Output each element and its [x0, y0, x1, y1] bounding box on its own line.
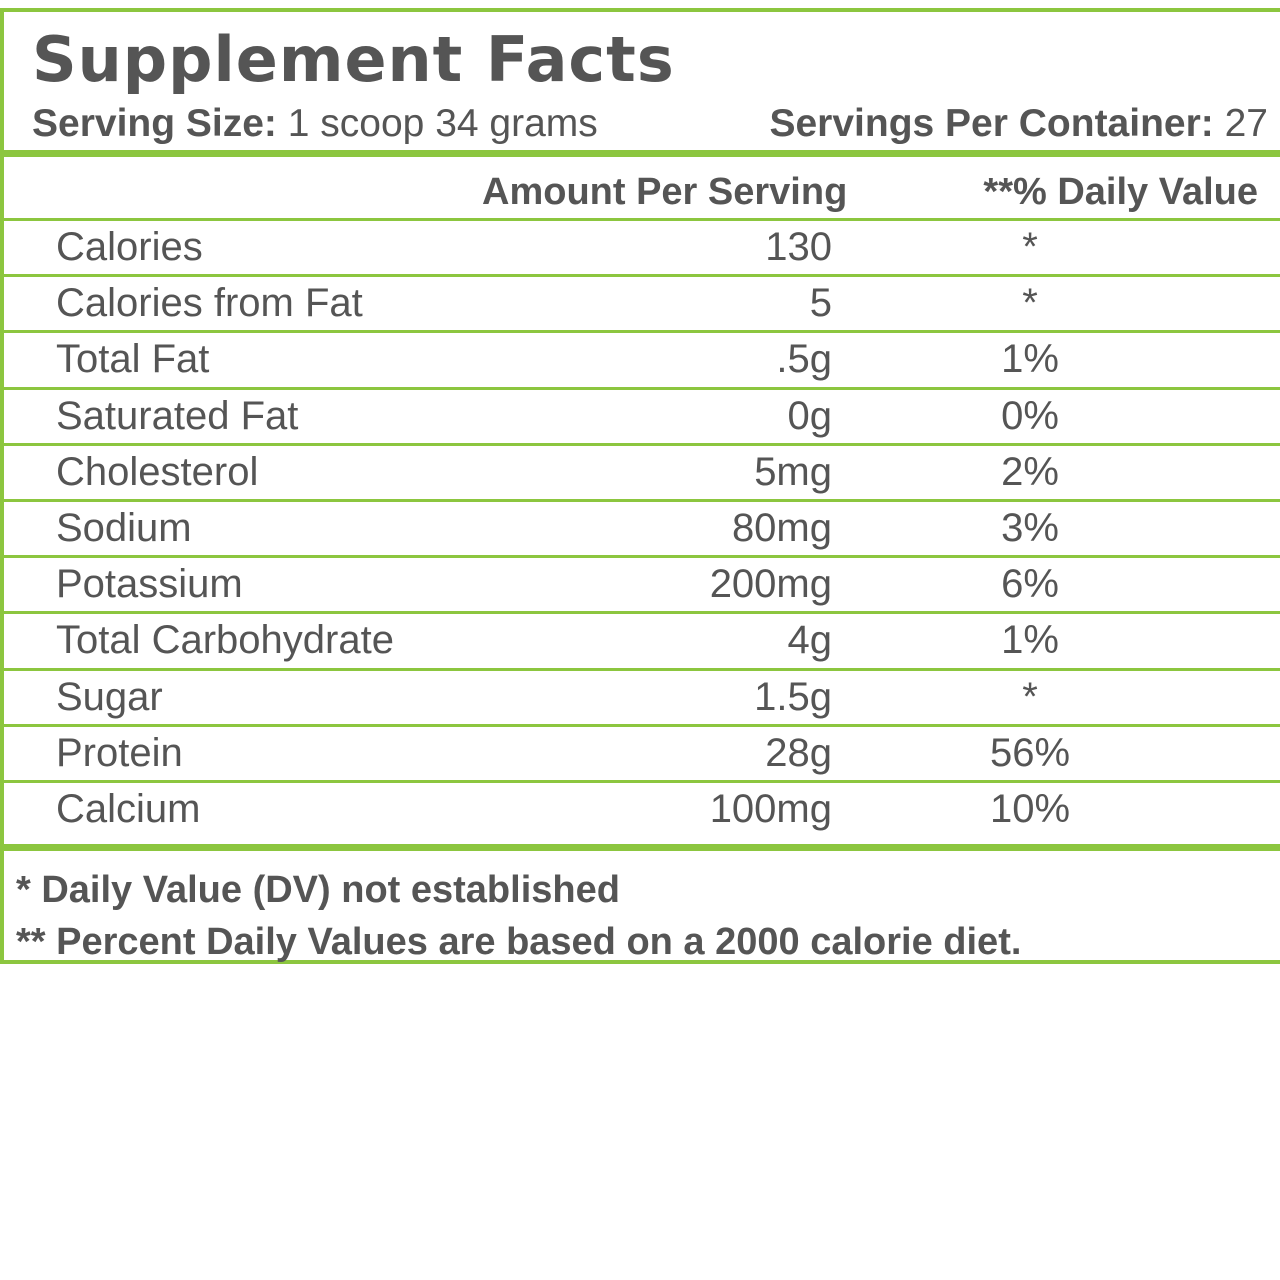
nutrient-daily-value: * — [1022, 281, 1038, 326]
nutrient-name: Sodium — [56, 505, 192, 550]
table-row: Total Fat .5g 1% — [4, 330, 1280, 386]
column-header-amount: Amount Per Serving — [482, 171, 848, 213]
table-row: Sodium 80mg 3% — [4, 498, 1280, 555]
nutrient-daily-value: 0% — [1001, 393, 1059, 438]
nutrient-amount: 100mg — [709, 786, 832, 831]
table-row: Calcium 100mg 10% — [4, 779, 1280, 836]
nutrient-amount: 0g — [787, 393, 833, 438]
nutrient-amount: 80mg — [731, 505, 832, 550]
nutrient-daily-value: 6% — [1001, 562, 1059, 607]
nutrient-name: Calories from Fat — [56, 281, 363, 326]
column-header-daily-value: **% Daily Value — [983, 171, 1258, 213]
supplement-facts-panel: Supplement Facts Serving Size: 1 scoop 3… — [0, 8, 1280, 964]
table-row: Calories from Fat 5 * — [4, 274, 1280, 330]
nutrient-daily-value: 3% — [1001, 505, 1059, 550]
table-row: Protein 28g 56% — [4, 723, 1280, 780]
servings-per-container: Servings Per Container: 27 — [769, 102, 1268, 146]
table-row: Sugar 1.5g * — [4, 667, 1280, 724]
nutrient-amount: 4g — [787, 618, 833, 663]
serving-size-label: Serving Size: — [32, 102, 277, 145]
servings-per-container-value: 27 — [1224, 102, 1268, 145]
nutrient-amount: 5mg — [754, 449, 832, 494]
nutrient-daily-value: 1% — [1001, 337, 1059, 382]
table-row: Calories 130 * — [4, 218, 1280, 274]
nutrient-name: Cholesterol — [56, 449, 259, 494]
serving-size: Serving Size: 1 scoop 34 grams — [32, 102, 598, 146]
table-row: Potassium 200mg 6% — [4, 555, 1280, 611]
table-row: Saturated Fat 0g 0% — [4, 386, 1280, 443]
nutrient-amount: .5g — [776, 337, 832, 382]
nutrient-name: Calories — [56, 225, 203, 269]
nutrient-table: Calories 130 * Calories from Fat 5 * Total Fat… — [4, 218, 1280, 836]
nutrient-daily-value: 2% — [1001, 449, 1059, 494]
table-row: Cholesterol 5mg 2% — [4, 442, 1280, 499]
nutrient-daily-value: * — [1022, 674, 1038, 719]
nutrient-amount: 1.5g — [754, 674, 832, 719]
header-divider — [4, 150, 1280, 157]
nutrient-daily-value: * — [1022, 225, 1038, 269]
nutrient-amount: 5 — [809, 281, 832, 326]
nutrient-name: Total Fat — [56, 337, 210, 382]
nutrient-amount: 28g — [765, 730, 832, 775]
nutrient-name: Potassium — [56, 562, 243, 607]
nutrient-daily-value: 10% — [989, 786, 1071, 831]
footer-divider — [4, 844, 1280, 851]
nutrient-name: Total Carbohydrate — [56, 618, 394, 663]
servings-per-container-label: Servings Per Container: — [769, 102, 1214, 145]
nutrient-daily-value: 1% — [1001, 618, 1059, 663]
nutrient-amount: 130 — [765, 225, 832, 269]
footnote-dv-not-established: * Daily Value (DV) not established — [16, 869, 620, 911]
label-title: Supplement Facts — [32, 23, 675, 96]
serving-size-value: 1 scoop 34 grams — [287, 102, 598, 145]
footnotes: * Daily Value (DV) not established ** Pe… — [16, 864, 1021, 968]
nutrient-daily-value: 56% — [989, 730, 1071, 775]
nutrient-amount: 200mg — [709, 562, 832, 607]
nutrient-name: Protein — [56, 730, 183, 775]
nutrient-name: Sugar — [56, 674, 163, 719]
nutrient-name: Calcium — [56, 786, 201, 831]
footnote-percent-daily-values: ** Percent Daily Values are based on a 2… — [16, 921, 1022, 963]
table-row: Total Carbohydrate 4g 1% — [4, 611, 1280, 667]
nutrient-name: Saturated Fat — [56, 393, 299, 438]
